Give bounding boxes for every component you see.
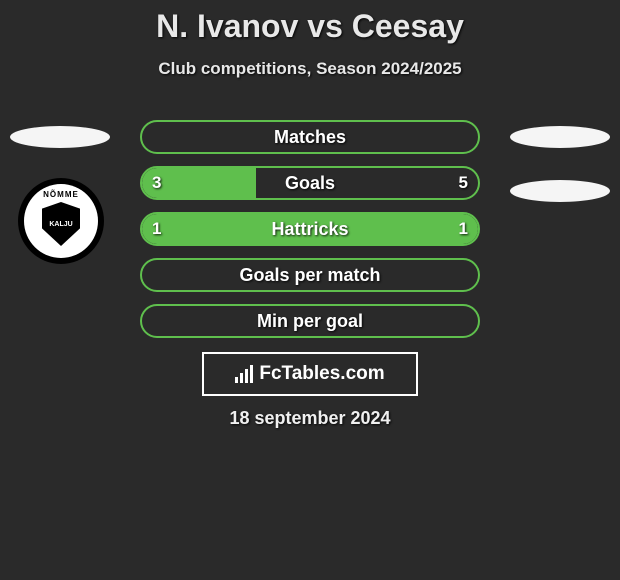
stat-fill-left (142, 168, 256, 198)
club-right-logo-placeholder (510, 180, 610, 202)
badge-shield-icon: KALJU (42, 202, 80, 246)
stat-pill (140, 120, 480, 154)
stat-row: Goals per match (140, 258, 480, 292)
subtitle: Club competitions, Season 2024/2025 (0, 59, 620, 79)
stat-pill (140, 258, 480, 292)
comparison-bars: Matches Goals35 Hattricks11 Goals per match… (140, 120, 480, 350)
watermark: FcTables.com (202, 352, 418, 396)
stat-pill (140, 166, 480, 200)
stat-row: Matches (140, 120, 480, 154)
watermark-text: FcTables.com (259, 363, 384, 385)
stat-row: Hattricks11 (140, 212, 480, 246)
player-right-photo-placeholder (510, 126, 610, 148)
date-text: 18 september 2024 (0, 408, 620, 429)
stat-row: Goals35 (140, 166, 480, 200)
player-left-photo-placeholder (10, 126, 110, 148)
page-title: N. Ivanov vs Ceesay (0, 0, 620, 45)
badge-shield-text: KALJU (49, 221, 72, 228)
stat-row: Min per goal (140, 304, 480, 338)
stat-fill-left (142, 214, 478, 244)
club-left-badge: NÕMME KALJU (18, 178, 104, 264)
stat-pill (140, 304, 480, 338)
watermark-bars-icon (235, 365, 253, 383)
stat-pill (140, 212, 480, 246)
badge-arc-text: NÕMME (43, 190, 79, 199)
